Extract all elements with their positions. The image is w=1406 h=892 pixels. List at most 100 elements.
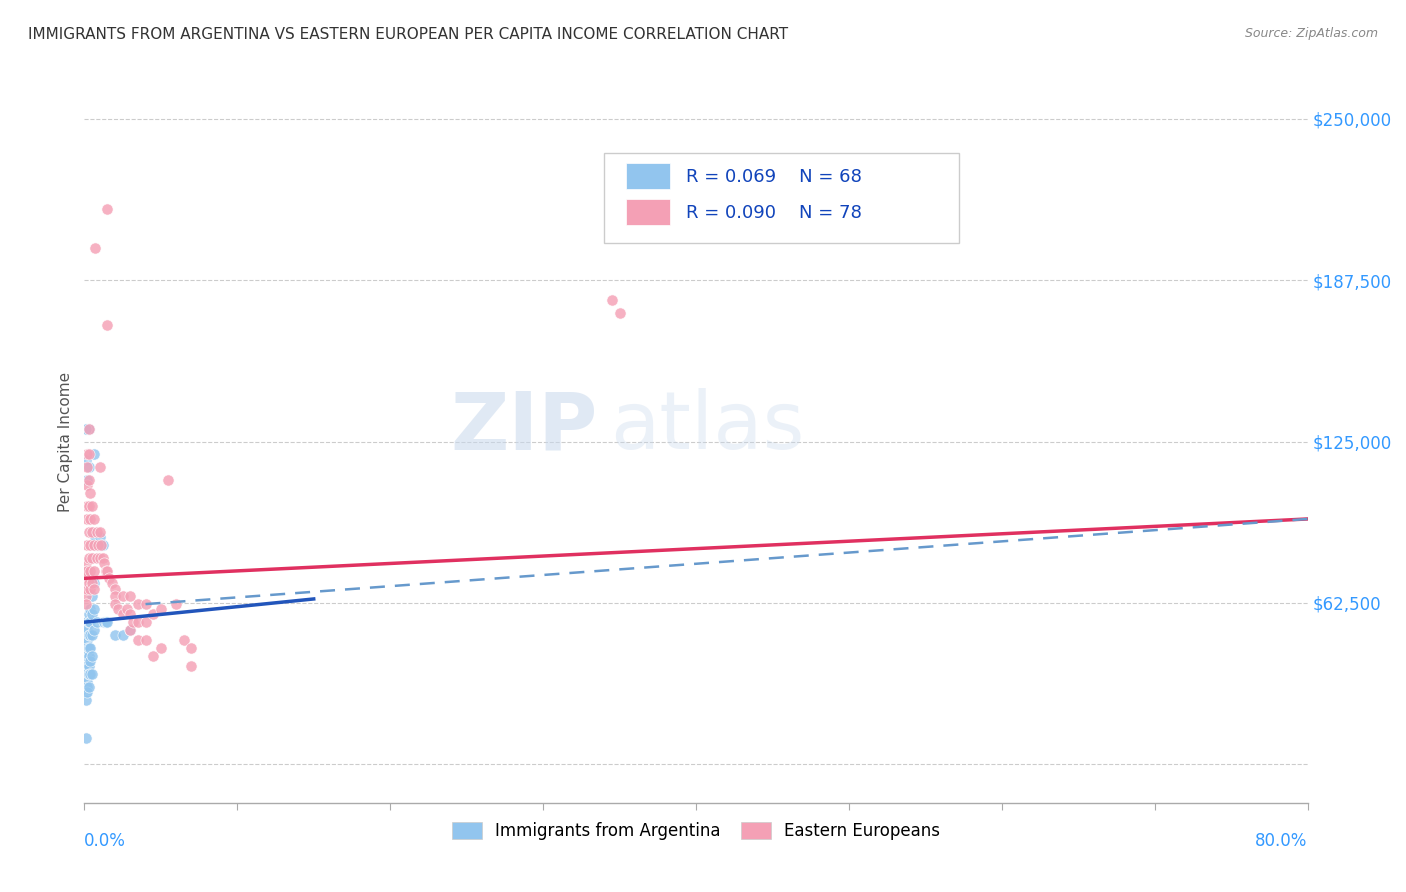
Point (76, 685, 98, 699)
Point (80, 590, 103, 604)
Point (89, 460, 111, 475)
Point (77, 524, 100, 539)
Point (120, 623, 142, 637)
Point (104, 628, 127, 642)
Point (83, 602, 105, 616)
Point (76, 648, 98, 663)
Point (104, 590, 127, 604)
Point (104, 597, 127, 611)
Point (75, 564, 97, 578)
Point (76, 582, 98, 596)
Text: 80.0%: 80.0% (1256, 831, 1308, 850)
Point (83, 564, 105, 578)
Point (75, 571, 97, 585)
Point (111, 628, 134, 642)
Point (76, 640, 98, 655)
Point (75, 692, 97, 706)
Point (77, 473, 100, 487)
Point (94, 615, 117, 630)
Point (142, 648, 165, 663)
Point (76, 478, 98, 492)
Point (77, 648, 100, 663)
Point (165, 597, 187, 611)
Point (127, 615, 149, 630)
Point (89, 530, 111, 544)
Point (76, 674, 98, 689)
Point (75, 659, 97, 673)
Point (76, 512, 98, 526)
Point (120, 590, 142, 604)
Point (75, 590, 97, 604)
Point (77, 615, 100, 630)
Point (77, 460, 100, 475)
Point (75, 452, 97, 467)
Point (86, 524, 108, 539)
Point (127, 597, 149, 611)
Point (76, 473, 98, 487)
Point (120, 623, 142, 637)
Point (87, 538, 110, 552)
Point (79, 538, 101, 552)
Point (75, 654, 97, 668)
Point (96, 615, 118, 630)
Point (104, 582, 127, 596)
Point (157, 473, 180, 487)
Point (75, 615, 97, 630)
FancyBboxPatch shape (626, 162, 671, 189)
Point (77, 447, 100, 461)
Point (75, 623, 97, 637)
Point (180, 659, 202, 673)
Point (86, 550, 108, 565)
Point (90, 538, 112, 552)
Point (79, 486, 101, 500)
Point (76, 564, 98, 578)
Point (77, 550, 100, 565)
Point (79, 640, 101, 655)
Point (76, 499, 98, 513)
Point (97, 571, 120, 585)
Point (83, 538, 105, 552)
Point (75, 731, 97, 746)
Text: atlas: atlas (610, 388, 804, 467)
Point (96, 564, 118, 578)
Point (80, 524, 103, 539)
Point (84, 530, 107, 544)
Point (173, 633, 195, 648)
Point (89, 524, 111, 539)
Legend: Immigrants from Argentina, Eastern Europeans: Immigrants from Argentina, Eastern Europ… (443, 814, 949, 848)
Point (115, 602, 138, 616)
Point (107, 602, 129, 616)
Point (111, 607, 134, 622)
Point (83, 582, 105, 596)
Point (75, 672, 97, 686)
Point (111, 590, 134, 604)
Point (75, 666, 97, 681)
Point (87, 538, 110, 552)
Point (86, 615, 108, 630)
Point (75, 640, 97, 655)
Point (75, 556, 97, 570)
Y-axis label: Per Capita Income: Per Capita Income (58, 371, 73, 512)
Text: R = 0.090    N = 78: R = 0.090 N = 78 (686, 204, 862, 222)
Point (77, 680, 100, 694)
Point (80, 666, 103, 681)
Point (80, 576, 103, 591)
Point (142, 607, 165, 622)
Point (79, 615, 101, 630)
Point (93, 615, 115, 630)
Point (77, 607, 100, 622)
Point (75, 628, 97, 642)
Point (79, 666, 101, 681)
Point (122, 615, 145, 630)
Point (77, 628, 100, 642)
Point (83, 512, 105, 526)
Point (83, 576, 105, 591)
FancyBboxPatch shape (605, 153, 959, 243)
Point (75, 582, 97, 596)
Point (76, 680, 98, 694)
Point (90, 538, 112, 552)
Point (149, 602, 172, 616)
Point (77, 499, 100, 513)
Point (135, 597, 157, 611)
Point (135, 615, 157, 630)
